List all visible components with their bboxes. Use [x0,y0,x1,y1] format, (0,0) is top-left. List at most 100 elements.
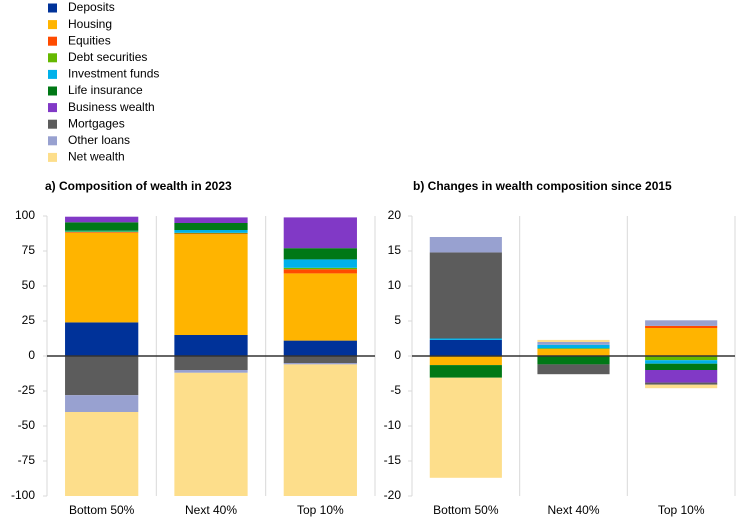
bar-segment [429,237,502,253]
bar-segment [429,252,502,339]
y-tick-label: 5 [394,313,401,327]
legend-swatch [48,86,57,96]
bar-segment [174,232,248,234]
bar-segment [537,339,610,342]
legend-swatch [48,53,57,63]
legend-swatch [48,69,57,79]
bar-segment [429,339,502,356]
x-tick-label: Bottom 50% [69,503,135,517]
bar-segment [429,365,502,378]
bar-segment [645,325,718,328]
bar-segment [645,382,718,385]
y-tick-label: 0 [394,348,401,362]
bar-segment [65,395,139,412]
bar-segment [645,370,718,383]
bar-segment [174,234,248,335]
y-tick-label: 25 [22,313,36,327]
y-tick-label: 100 [15,208,35,222]
bar-segment [645,384,718,389]
bar-segment [65,232,139,323]
legend-label: Other loans [68,133,130,147]
legend-swatch [48,36,57,46]
bar-segment [645,360,718,364]
legend-label: Housing [68,17,112,31]
bar-segment [645,328,718,356]
bar-segment [174,233,248,235]
bar-segment [283,269,357,274]
bar-segment [283,273,357,341]
bar-segment [65,356,139,396]
legend-label: Deposits [68,0,115,14]
bar-segment [537,348,610,349]
y-tick-label: 15 [388,243,402,257]
bar-segment [537,364,610,375]
y-tick-label: 75 [22,243,36,257]
y-tick-label: -100 [11,488,35,502]
bar-segment [537,344,610,349]
bar-segment [65,222,139,231]
bar-segment [174,335,248,356]
y-tick-label: -75 [18,453,36,467]
bar-segment [645,356,718,361]
y-tick-label: 50 [22,278,36,292]
x-tick-label: Next 40% [185,503,237,517]
bar-segment [65,232,139,233]
bar-segment [645,320,718,326]
bar-segment [174,223,248,230]
x-tick-label: Top 10% [297,503,344,517]
bar-segment [65,231,139,233]
bar-segment [283,248,357,260]
legend-swatch [48,152,57,162]
bar-segment [429,356,502,366]
legend-label: Debt securities [68,50,147,64]
bar-segment [283,267,357,270]
bar-segment [283,364,357,496]
x-tick-label: Top 10% [658,503,705,517]
legend-label: Mortgages [68,116,125,130]
bar-segment [283,217,357,249]
bar-segment [283,363,357,365]
legend-label: Equities [68,33,111,47]
chart-title: a) Composition of wealth in 2023 [45,179,232,193]
bar-segment [174,370,248,373]
legend-swatch [48,3,57,13]
legend-label: Life insurance [68,83,143,97]
bar-segment [537,349,610,356]
bar-segment [174,230,248,233]
y-tick-label: 20 [388,208,402,222]
bar-segment [65,216,139,223]
bar-segment [537,342,610,345]
bar-segment [429,338,502,340]
y-tick-label: -50 [18,418,36,432]
bar-segment [645,363,718,370]
bar-segment [65,230,139,232]
legend-swatch [48,20,57,30]
legend-swatch [48,103,57,113]
bar-segment [65,412,139,496]
legend-label: Investment funds [68,67,159,81]
x-tick-label: Next 40% [547,503,599,517]
bar-segment [283,340,357,356]
chart-title: b) Changes in wealth composition since 2… [413,179,672,193]
y-tick-label: -25 [18,383,36,397]
legend-label: Business wealth [68,100,155,114]
y-tick-label: -15 [384,453,402,467]
bar-segment [174,356,248,370]
bar-segment [174,372,248,496]
y-tick-label: -20 [384,488,402,502]
x-tick-label: Bottom 50% [433,503,499,517]
legend-swatch [48,136,57,146]
y-tick-label: 0 [28,348,35,362]
y-tick-label: -5 [390,383,401,397]
bar-segment [537,356,610,365]
legend-label: Net wealth [68,150,125,164]
bar-segment [283,259,357,268]
y-tick-label: -10 [384,418,402,432]
bar-segment [65,322,139,356]
bar-segment [283,356,357,363]
y-tick-label: 10 [388,278,402,292]
legend-swatch [48,119,57,129]
bar-segment [174,217,248,223]
bar-segment [429,377,502,478]
